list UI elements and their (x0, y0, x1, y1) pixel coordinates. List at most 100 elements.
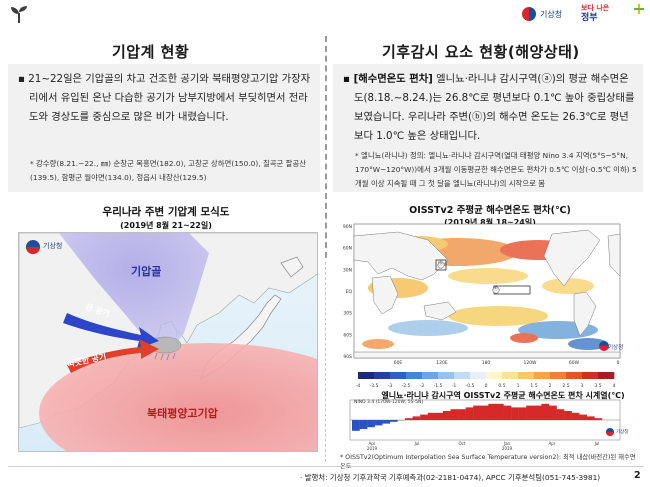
colorbar-tick-label: 2.5 (562, 383, 569, 389)
page-number: 2 (634, 470, 641, 481)
nino-bar (420, 414, 428, 420)
sst-lon-label: 120E (436, 360, 448, 366)
colorbar-cell (502, 372, 519, 379)
sst-lat-label: 90S (343, 354, 352, 360)
colorbar-tick-label: 4 (613, 383, 616, 389)
nino-bar (374, 420, 383, 426)
nino-bar (465, 407, 474, 420)
nino-bar (518, 407, 527, 420)
colorbar-cell (358, 372, 375, 379)
nino-bar (442, 411, 451, 420)
right-paragraph: ▪ [해수면온도 편차] 엘니뇨·라니냐 감시구역(ⓐ)의 평균 해수면온도(8… (343, 70, 637, 146)
kma-emblem-icon (521, 6, 537, 22)
sst-map-subtitle: (2019년 8월 18~24일) (444, 218, 536, 227)
gov-slogan-line2: 정부 (581, 13, 598, 23)
nino-bar (367, 420, 375, 428)
plus-icon (634, 4, 644, 14)
sst-lat-label: 30N (343, 267, 352, 273)
nino-bar (389, 420, 398, 422)
colorbar-cell (550, 372, 567, 379)
nino-x-label: 2019 (367, 446, 378, 450)
sst-map-title: OISSTv2 주평균 해수면온도 편차(℃) (2019년 8월 18~24일… (370, 205, 610, 229)
sst-map-title-text: OISSTv2 주평균 해수면온도 편차(℃) (409, 205, 571, 216)
colorbar-tick-label: -0.5 (466, 383, 475, 389)
nino-x-label: 2019 (502, 446, 513, 450)
colorbar-cell (598, 372, 615, 379)
left-rainfall-note: * 강수량(8.21.~22., ㎜) 순창군 복흥면(182.0), 고창군 … (30, 159, 307, 182)
sst-colorbar: -4 -3.5 -3 -2.5 -2 -1.5 -1 -0.5 0 0.5 1 1.5 2 2.5 3 3.5… (350, 370, 622, 390)
sst-anomaly-svg: 90N 60N 30N EQ 30S 60S 90S 60E 120E 180 120W 60W 0 (343, 223, 621, 366)
colorbar-tick-label: -2 (420, 383, 425, 389)
footer-divider (8, 466, 644, 467)
colorbar-cell (406, 372, 423, 379)
nino-bar (571, 412, 580, 420)
nino-x-label: Apr (369, 441, 376, 446)
region-a-marker: ⓐ (493, 286, 499, 292)
colorbar-tick-label: -2.5 (402, 383, 411, 389)
colorbar-cell (390, 372, 407, 379)
nino-bar (382, 420, 391, 424)
sst-anomaly-text: 엘니뇨·라니냐 감시구역(ⓐ)의 평균 해수면온도(8.18.~8.24.)는 … (354, 73, 635, 142)
pressure-map-title: 우리나라 주변 기압계 모식도 (2019년 8월 21~22일) (66, 205, 266, 233)
sst-lon-label: 60E (394, 360, 403, 366)
gov-slogan-line1: 보다 나은 (581, 4, 610, 12)
colorbar-tick-label: 3 (581, 383, 584, 389)
publisher-info: · 발행처: 기상청 기후과학국 기후예측과(02-2181-0474), AP… (300, 473, 601, 482)
nino-x-label: Oct (459, 441, 466, 446)
oisst-footnote: * OISSTv2(Optimum Interpolation Sea Surf… (340, 454, 636, 470)
nino-bar (548, 405, 557, 420)
trough-label: 기압골 (131, 265, 162, 278)
sprout-icon (11, 6, 27, 23)
colorbar-cell (534, 372, 551, 379)
sst-lat-label: EQ (346, 289, 353, 295)
nino-bar (541, 403, 550, 420)
nino-bar (450, 409, 459, 420)
colorbar-tick-label: 3.5 (594, 383, 601, 389)
colorbar-tick-label: 0.5 (498, 383, 505, 389)
nino-bar (511, 407, 519, 420)
nino-bar (533, 405, 542, 420)
nino-inner-label: NINO 3.4 (170W-120W, 5S-5N) (354, 400, 424, 405)
colorbar-tick-label: 2 (549, 383, 552, 389)
sst-colorbar-svg: -4 -3.5 -3 -2.5 -2 -1.5 -1 -0.5 0 0.5 1 1.5 2 2.5 3 3.5… (356, 372, 616, 389)
colorbar-cell (374, 372, 391, 379)
nino-bar (594, 418, 603, 420)
colorbar-tick-label: -4 (356, 383, 361, 389)
sst-lon-label: 0 (617, 360, 620, 366)
nino-bar (556, 409, 565, 420)
nino-bar (503, 405, 512, 420)
colorbar-tick-label: 1 (517, 383, 520, 389)
left-text-box: ▪ 21~22일은 기압골의 차고 건조한 공기와 북태평양고기압 가장자리에서… (8, 64, 320, 192)
nino-x-label: Jan (503, 441, 511, 446)
sst-anomaly-map: 90N 60N 30N EQ 30S 60S 90S 60E 120E 180 120W 60W 0 … (338, 216, 626, 366)
nino-x-label: Apr (549, 441, 556, 446)
colorbar-cell (486, 372, 503, 379)
nino-x-label: Jul (594, 441, 600, 446)
pacific-high-label: 북태평양고기압 (147, 407, 218, 420)
nino-timeseries-chart: Apr 2019 Jul Oct Jan 2019 Apr Jul NINO 3.4 (170… (342, 398, 634, 451)
colorbar-tick-label: -3.5 (370, 383, 379, 389)
nino-bar (412, 416, 421, 420)
sst-lat-label: 60S (343, 332, 352, 338)
left-section-title: 기압계 현황 (112, 43, 190, 61)
nino-bar (352, 420, 360, 431)
colorbar-cell (582, 372, 599, 379)
colorbar-tick-label: 1.5 (530, 383, 537, 389)
colorbar-tick-label: -1.5 (434, 383, 443, 389)
sst-anomaly-heading: ▪ [해수면온도 편차] (343, 73, 433, 85)
colorbar-cell (566, 372, 583, 379)
pressure-schematic-map: 기상청 기압골 찬 공기 따뜻한 공기 북태평양고기압 (18, 232, 318, 452)
colorbar-cell (518, 372, 535, 379)
map-logo-text: 기상청 (43, 242, 63, 250)
nino-bar (495, 403, 504, 420)
sst-lon-label: 60W (569, 360, 580, 366)
sst-lon-label: 120W (523, 360, 537, 366)
sst-lon-label: 180 (482, 360, 491, 366)
column-divider (325, 36, 327, 258)
colorbar-tick-label: -3 (388, 383, 393, 389)
sst-logo-text: 기상청 (608, 345, 624, 351)
nino-bar (586, 416, 595, 420)
sst-lat-label: 30S (343, 311, 352, 317)
nino-bar (458, 409, 466, 420)
